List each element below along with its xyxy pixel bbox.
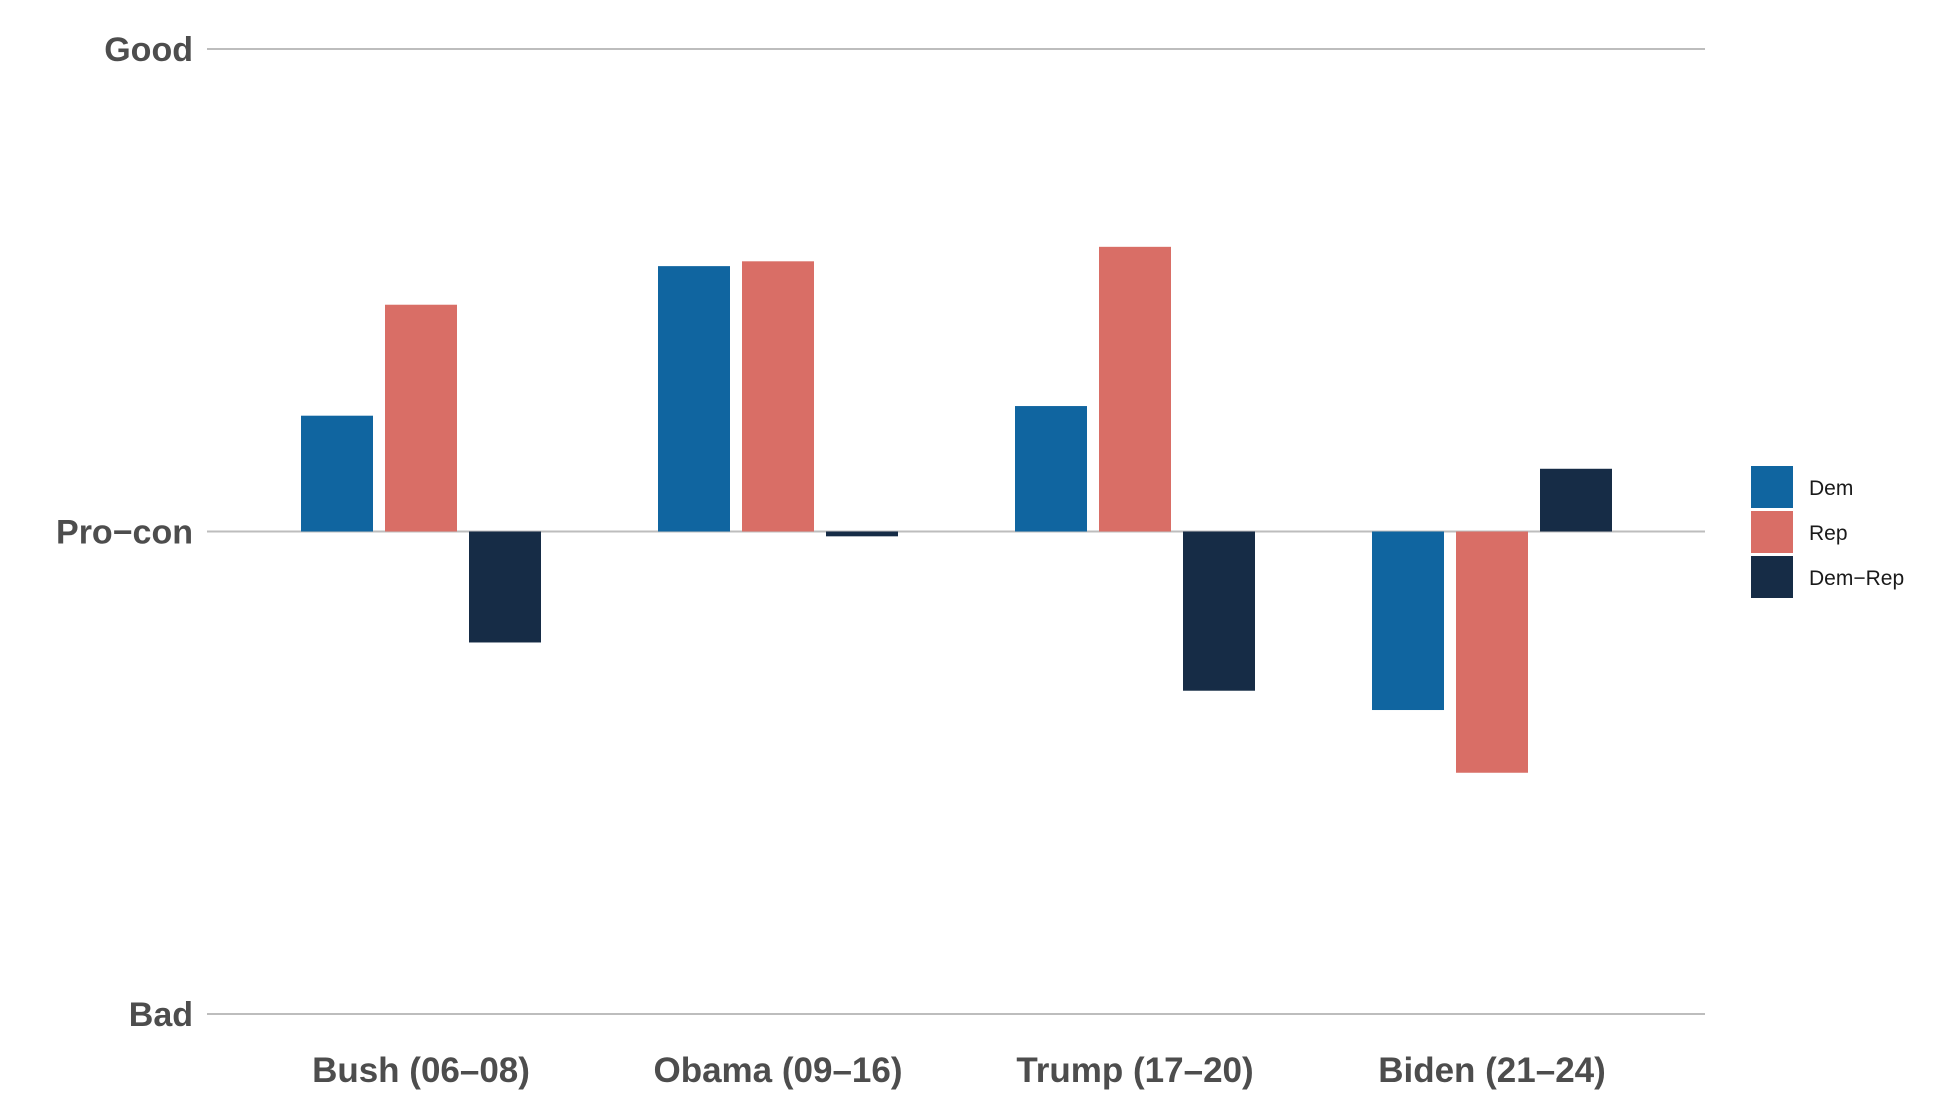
y-tick-label: Pro−con [56, 514, 193, 552]
x-tick-label: Bush (06–08) [312, 1051, 530, 1090]
bar-rep [1099, 247, 1171, 532]
bar-dem [658, 266, 730, 531]
bar-rep [742, 261, 814, 531]
bar-rep [385, 305, 457, 532]
legend-swatch [1751, 466, 1793, 508]
legend-swatch [1751, 511, 1793, 553]
bar-dem-rep [1183, 532, 1255, 691]
bar-dem [301, 416, 373, 532]
y-tick-label: Good [104, 31, 193, 69]
y-tick-label: Bad [129, 996, 193, 1034]
y-axis-tick-labels: Good Pro−con Bad [56, 31, 193, 1034]
bar-dem-rep [826, 532, 898, 537]
bar-rep [1456, 532, 1528, 773]
x-tick-label: Trump (17–20) [1016, 1051, 1253, 1090]
x-axis-tick-labels: Bush (06–08) Obama (09–16) Trump (17–20) Bi… [312, 1051, 1606, 1090]
legend-label: Dem−Rep [1809, 567, 1904, 590]
legend: Dem Rep Dem−Rep [1751, 466, 1904, 598]
legend-swatch [1751, 556, 1793, 598]
bars [301, 247, 1612, 773]
x-tick-label: Biden (21–24) [1378, 1051, 1606, 1090]
legend-label: Dem [1809, 477, 1853, 500]
bar-dem-rep [469, 532, 541, 643]
bar-dem-rep [1540, 469, 1612, 532]
legend-label: Rep [1809, 522, 1848, 545]
x-tick-label: Obama (09–16) [653, 1051, 902, 1090]
bar-dem [1372, 532, 1444, 711]
bar-dem [1015, 406, 1087, 531]
